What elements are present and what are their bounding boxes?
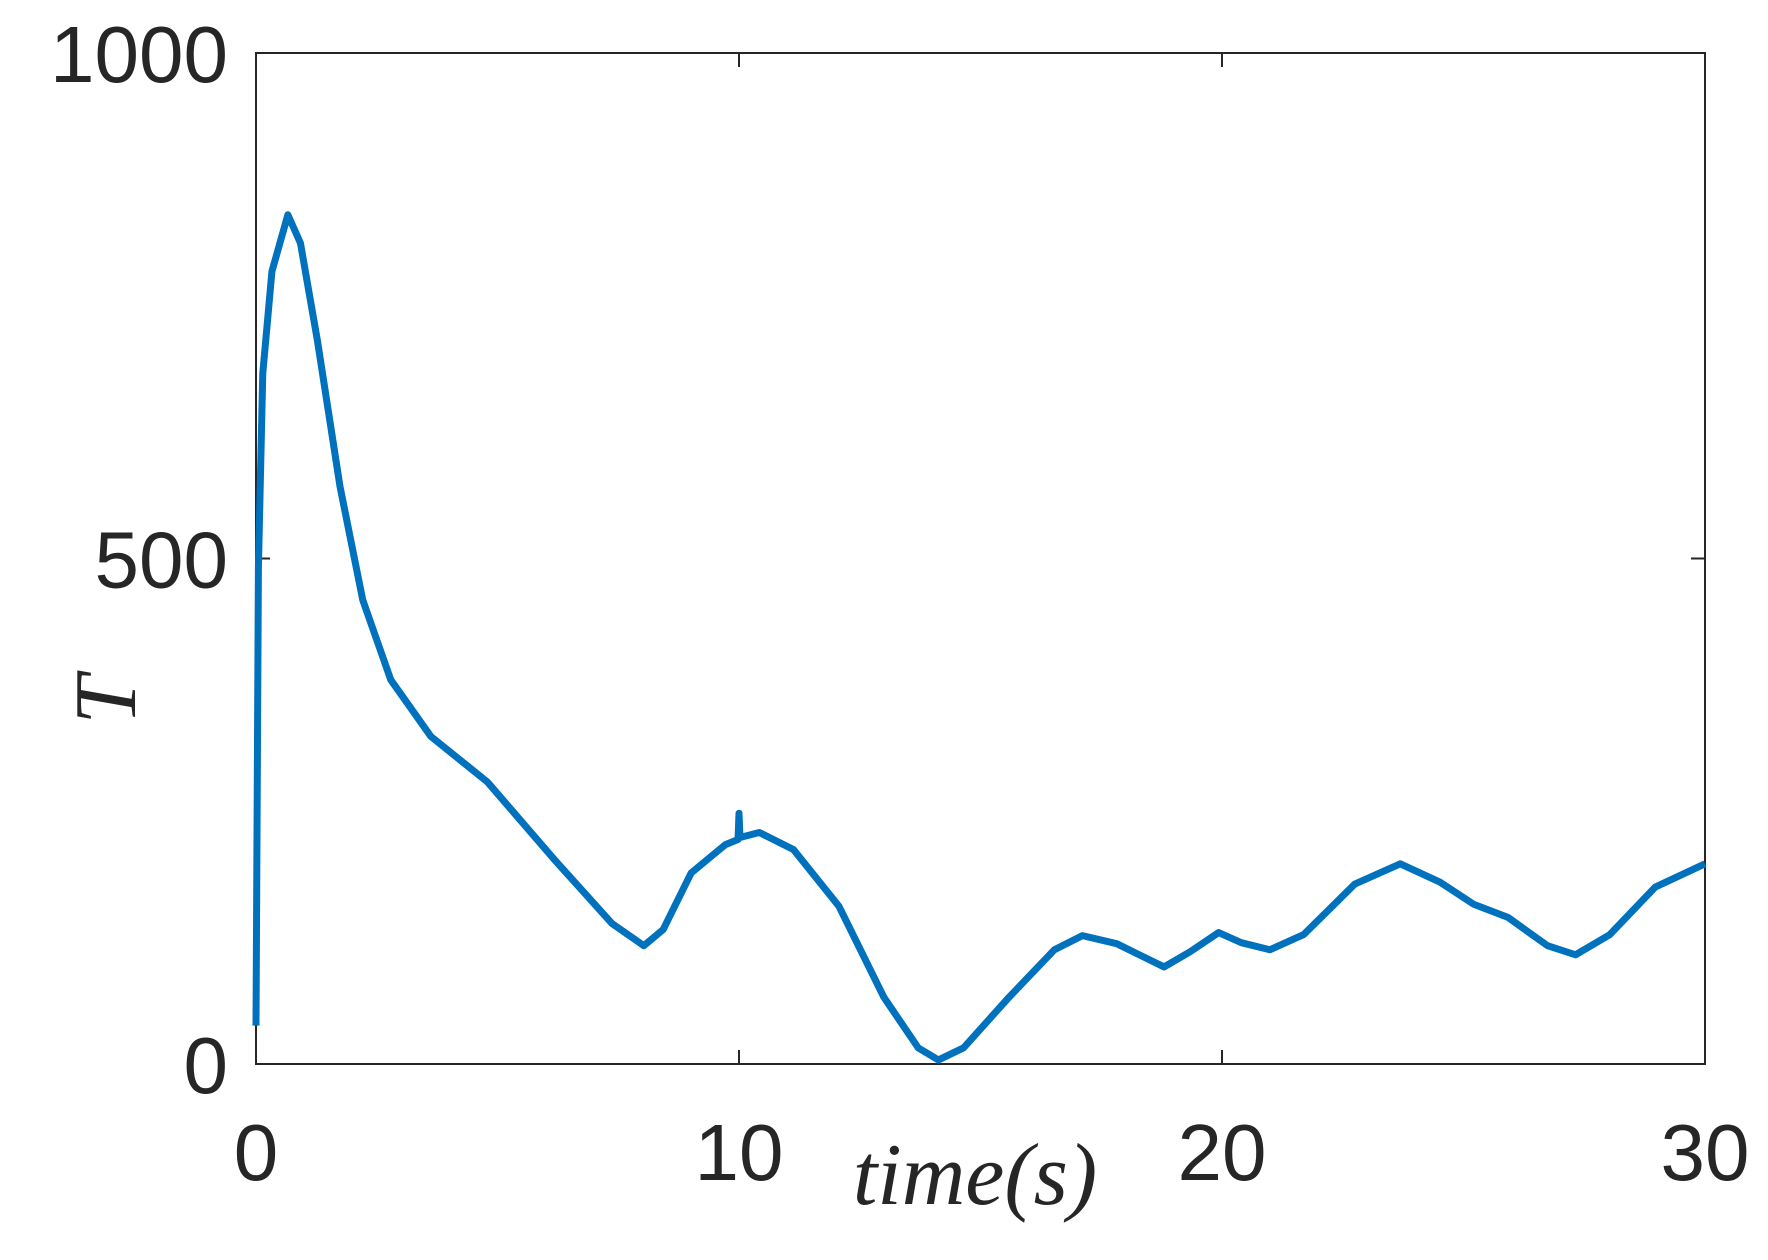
y-tick-label: 1000	[50, 10, 228, 99]
x-tick-label: 30	[1661, 1108, 1750, 1197]
x-tick-label: 20	[1178, 1108, 1267, 1197]
y-tick-label: 0	[184, 1021, 229, 1110]
y-axis-label: T	[58, 669, 155, 724]
x-tick-label: 0	[234, 1108, 279, 1197]
x-axis-label: time(s)	[853, 1127, 1097, 1224]
x-tick-label: 10	[695, 1108, 784, 1197]
y-tick-label: 500	[95, 516, 228, 605]
data-line	[252, 211, 1707, 1064]
